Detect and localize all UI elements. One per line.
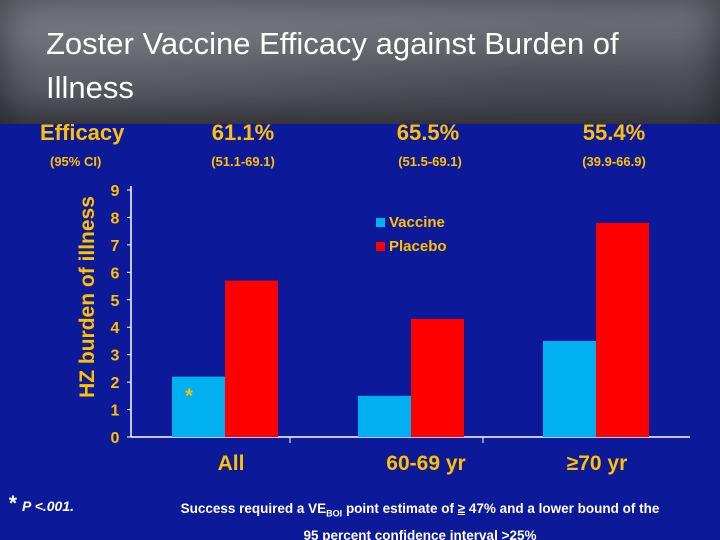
category-label-70plus: ≥70 yr [566, 452, 628, 475]
legend-swatch-placebo [376, 242, 385, 251]
success-subscript: BOI [326, 508, 343, 519]
y-tick-label: 8 [111, 210, 120, 227]
bar-vaccine-1 [358, 395, 411, 437]
legend-label-placebo: Placebo [389, 238, 447, 255]
footnote-success-criteria: Success required a VEBOI point estimate … [120, 498, 720, 540]
bar-vaccine-0 [172, 376, 225, 437]
bar-placebo-0 [225, 280, 278, 437]
bar-placebo-1 [411, 318, 464, 437]
legend-swatch-vaccine [376, 218, 385, 227]
y-tick-label: 7 [111, 238, 120, 255]
footnote-p-value: P <.001. [22, 498, 75, 514]
footnote-asterisk: * [8, 492, 17, 515]
title-bar [0, 0, 720, 124]
slide-title: Zoster Vaccine Efficacy against Burden o… [46, 26, 619, 105]
y-tick-label: 4 [111, 320, 120, 337]
y-tick-label: 0 [111, 430, 120, 447]
y-tick-label: 5 [111, 293, 120, 310]
category-label-all: All [217, 452, 245, 475]
significance-asterisk: * [185, 386, 193, 408]
efficacy-value-70plus: 55.4% [582, 120, 646, 145]
ci-label: (95% CI) [50, 154, 102, 169]
bar-placebo-2 [596, 222, 649, 437]
success-text-mid: point estimate of [342, 501, 458, 516]
bar-vaccine-2 [543, 340, 596, 437]
y-tick-label: 9 [111, 183, 120, 200]
success-text-line2: 95 percent confidence interval >25% [303, 527, 537, 540]
success-ge-symbol: ≥ [457, 501, 466, 516]
efficacy-value-all: 61.1% [211, 120, 275, 145]
legend-label-vaccine: Vaccine [389, 214, 445, 231]
ci-value-60-69: (51.5-69.1) [398, 154, 462, 169]
efficacy-value-60-69: 65.5% [396, 120, 460, 145]
y-tick-label: 1 [111, 403, 120, 420]
category-label-60-69: 60-69 yr [386, 452, 466, 475]
ci-value-70plus: (39.9-66.9) [582, 154, 646, 169]
ci-value-all: (51.1-69.1) [211, 154, 275, 169]
success-text-pre: Success required a VE [180, 501, 327, 516]
y-tick-label: 3 [111, 348, 120, 365]
efficacy-label: Efficacy [40, 120, 125, 145]
y-tick-label: 2 [111, 375, 120, 392]
y-tick-label: 6 [111, 265, 120, 282]
success-text-post: 47% and a lower bound of the [465, 501, 660, 516]
